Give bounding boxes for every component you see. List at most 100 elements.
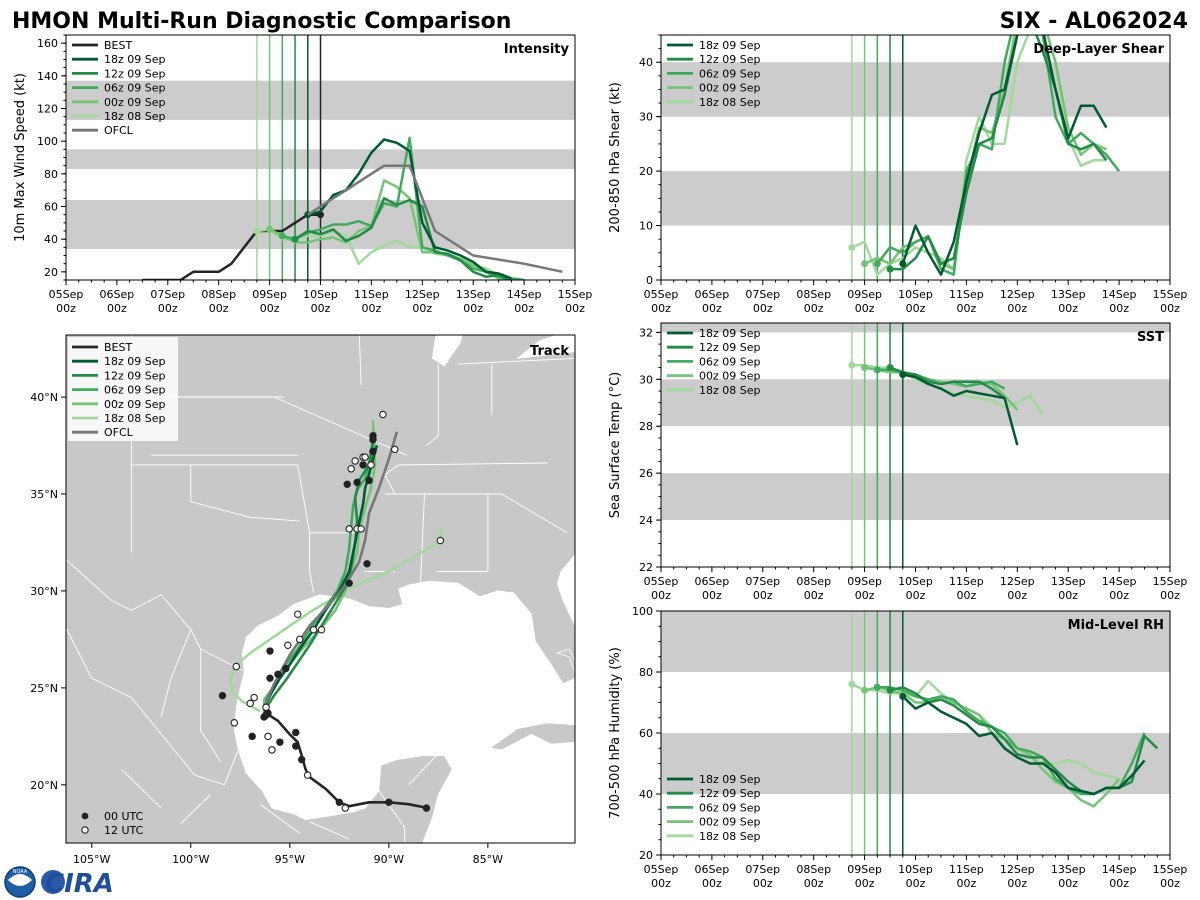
track-point-12utc [379,410,387,419]
track-point-00utc [363,560,371,568]
series-line-r18z08 [851,35,1107,276]
y-tick-label: 30 [639,111,653,124]
x-tick-date: 06Sep [100,288,135,301]
y-tick-label: 100 [632,605,653,618]
x-tick-hour: 00z [702,302,722,315]
state-border [436,494,489,572]
series-start-point [899,692,907,700]
x-tick-hour: 00z [957,877,977,890]
x-tick-date: 05Sep [644,288,679,301]
marker-legend-label: 00 UTC [104,810,144,823]
lake [516,335,575,359]
y-tick-label: 40 [639,788,653,801]
state-border [378,790,406,828]
x-tick-hour: 00z [804,589,824,602]
x-tick-hour: 00z [362,302,382,315]
legend-label: 18z 08 Sep [104,110,166,123]
track-point-00utc [248,732,256,741]
track-point-12utc [295,635,304,644]
x-tick-date: 11Sep [354,288,389,301]
x-tick-hour: 00z [753,877,773,890]
x-tick-date: 13Sep [1051,288,1086,301]
axes-frame [65,334,576,844]
x-tick-date: 15Sep [1153,575,1188,588]
track-point-12utc [303,771,312,779]
panel-title: SST [1137,330,1164,345]
plot-area [661,35,1170,280]
y-tick-label: 20°N [30,779,58,792]
track-point-00utc [345,579,353,587]
series-start-point [899,260,907,268]
y-tick-label: 22 [639,561,653,574]
x-tick-date: 05Sep [644,575,679,588]
shaded-band [661,379,1170,427]
state-border [384,464,399,495]
x-tick-hour: 00z [1109,302,1129,315]
map-area [66,335,575,843]
series-start-point [291,235,299,243]
track-point-12utc [230,719,239,727]
x-tick-hour: 00z [158,302,178,315]
track-point-12utc [391,445,399,454]
legend-label: BEST [104,341,132,354]
series-line-r00z09 [864,366,1019,411]
state-border [259,803,300,834]
series-start-point [253,227,261,235]
y-axis-label: 10m Max Wind Speed (kt) [13,73,28,242]
series-line-OFCL [307,164,563,274]
legend-label: 00z 09 Sep [104,398,166,411]
x-tick-hour: 00z [514,302,534,315]
series-start-point [899,371,907,379]
y-tick-label: 120 [37,103,58,116]
legend-label: 06z 09 Sep [699,355,761,368]
legend-label: 18z 08 Sep [699,384,761,397]
panel-sst: 22242628303205Sep00z06Sep00z07Sep00z08Se… [608,322,1188,602]
x-tick-date: 13Sep [1051,863,1086,876]
noaa-logo-text: NOAA [13,869,28,875]
track-point-12utc [309,625,318,634]
x-tick-date: 08Sep [796,288,831,301]
x-tick-hour: 00z [1058,589,1078,602]
track-point-12utc [250,693,258,702]
track-point-00utc [262,711,270,719]
track-point-12utc [361,453,369,461]
x-tick-hour: 00z [651,302,671,315]
y-tick-label: 40 [44,233,58,246]
x-tick-date: 15Sep [1153,863,1188,876]
state-border [273,396,407,456]
x-tick-date: 05Sep [644,863,679,876]
x-tick-hour: 00z [753,589,773,602]
x-tick-date: 06Sep [695,863,730,876]
land-mass [488,722,575,751]
series-line-r00z09 [864,35,1107,271]
y-tick-label: 160 [37,37,58,50]
state-border [358,335,362,386]
series-start-point [278,232,286,240]
track-point-12utc [345,525,353,533]
panel-title: Deep-Layer Shear [1033,42,1164,57]
shaded-band [661,733,1170,794]
x-tick-date: 06Sep [695,575,730,588]
track-point-00utc [292,742,300,750]
series-start-point [848,680,856,688]
series-start-point [861,686,869,694]
legend-label: OFCL [104,426,134,439]
series-line-r12z09 [890,35,1108,271]
legend-label: 12z 09 Sep [699,53,761,66]
y-tick-label: 20 [639,165,653,178]
legend-label: 06z 09 Sep [104,82,166,95]
panel-shear: 01020304005Sep00z06Sep00z07Sep00z08Sep00… [608,34,1187,315]
x-tick-hour: 00z [1007,877,1027,890]
series-start-point [266,225,274,233]
track-point-00utc [343,480,351,488]
x-tick-hour: 00z [906,877,926,890]
x-tick-date: 13Sep [1051,575,1086,588]
legend-label: 18z 09 Sep [699,773,761,786]
legend-label: 18z 08 Sep [699,830,761,843]
x-tick-label: 95°W [275,853,305,866]
state-border [170,745,239,786]
y-tick-label: 30 [639,373,653,386]
x-tick-date: 10Sep [898,575,933,588]
track-point-12utc [347,465,355,473]
y-tick-label: 140 [37,70,58,83]
